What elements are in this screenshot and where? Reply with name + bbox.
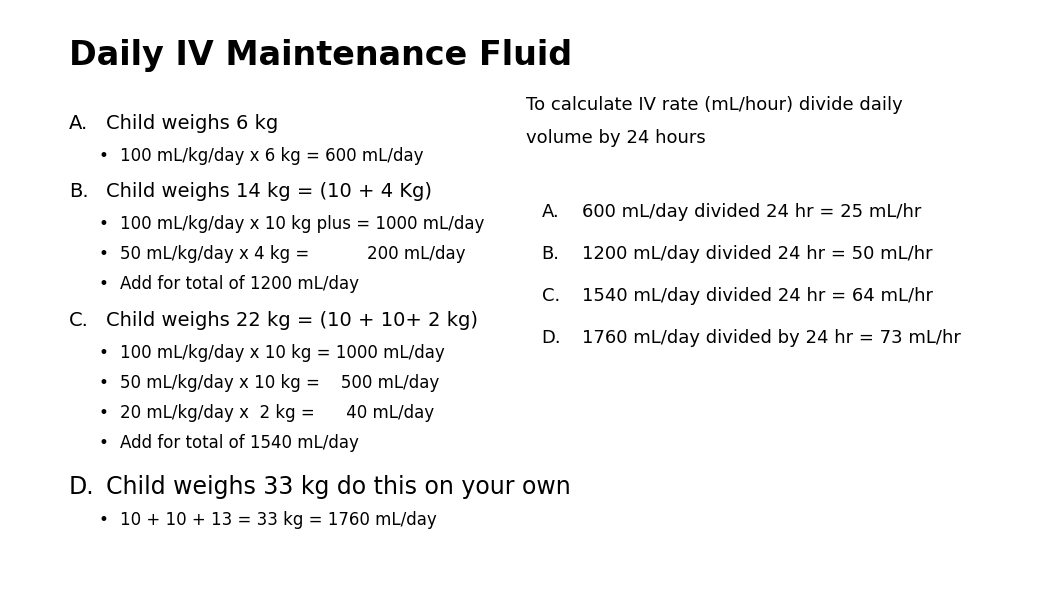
Text: Child weighs 6 kg: Child weighs 6 kg [106,114,278,133]
Text: D.: D. [69,475,95,499]
Text: •: • [99,344,108,362]
Text: C.: C. [69,311,89,330]
Text: •: • [99,275,108,293]
Text: Daily IV Maintenance Fluid: Daily IV Maintenance Fluid [69,39,572,72]
Text: 20 mL/kg/day x  2 kg =      40 mL/day: 20 mL/kg/day x 2 kg = 40 mL/day [120,404,434,422]
Text: 1540 mL/day divided 24 hr = 64 mL/hr: 1540 mL/day divided 24 hr = 64 mL/hr [582,287,933,305]
Text: Child weighs 14 kg = (10 + 4 Kg): Child weighs 14 kg = (10 + 4 Kg) [106,182,432,202]
Text: A.: A. [542,203,560,221]
Text: 50 mL/kg/day x 4 kg =           200 mL/day: 50 mL/kg/day x 4 kg = 200 mL/day [120,245,465,263]
Text: •: • [99,245,108,263]
Text: 10 + 10 + 13 = 33 kg = 1760 mL/day: 10 + 10 + 13 = 33 kg = 1760 mL/day [120,511,436,529]
Text: •: • [99,215,108,233]
Text: 100 mL/kg/day x 10 kg plus = 1000 mL/day: 100 mL/kg/day x 10 kg plus = 1000 mL/day [120,215,484,233]
Text: 50 mL/kg/day x 10 kg =    500 mL/day: 50 mL/kg/day x 10 kg = 500 mL/day [120,374,440,392]
Text: D.: D. [542,329,561,347]
Text: To calculate IV rate (mL/hour) divide daily: To calculate IV rate (mL/hour) divide da… [526,96,903,114]
Text: Add for total of 1540 mL/day: Add for total of 1540 mL/day [120,434,359,451]
Text: 1200 mL/day divided 24 hr = 50 mL/hr: 1200 mL/day divided 24 hr = 50 mL/hr [582,245,932,263]
Text: 100 mL/kg/day x 10 kg = 1000 mL/day: 100 mL/kg/day x 10 kg = 1000 mL/day [120,344,445,362]
Text: Child weighs 22 kg = (10 + 10+ 2 kg): Child weighs 22 kg = (10 + 10+ 2 kg) [106,311,478,330]
Text: 100 mL/kg/day x 6 kg = 600 mL/day: 100 mL/kg/day x 6 kg = 600 mL/day [120,147,424,164]
Text: volume by 24 hours: volume by 24 hours [526,129,705,147]
Text: B.: B. [542,245,560,263]
Text: Child weighs 33 kg do this on your own: Child weighs 33 kg do this on your own [106,475,571,499]
Text: 1760 mL/day divided by 24 hr = 73 mL/hr: 1760 mL/day divided by 24 hr = 73 mL/hr [582,329,961,347]
Text: •: • [99,147,108,164]
Text: C.: C. [542,287,560,305]
Text: •: • [99,434,108,451]
Text: •: • [99,511,108,529]
Text: •: • [99,404,108,422]
Text: 600 mL/day divided 24 hr = 25 mL/hr: 600 mL/day divided 24 hr = 25 mL/hr [582,203,922,221]
Text: •: • [99,374,108,392]
Text: A.: A. [69,114,88,133]
Text: Add for total of 1200 mL/day: Add for total of 1200 mL/day [120,275,359,293]
Text: B.: B. [69,182,88,202]
